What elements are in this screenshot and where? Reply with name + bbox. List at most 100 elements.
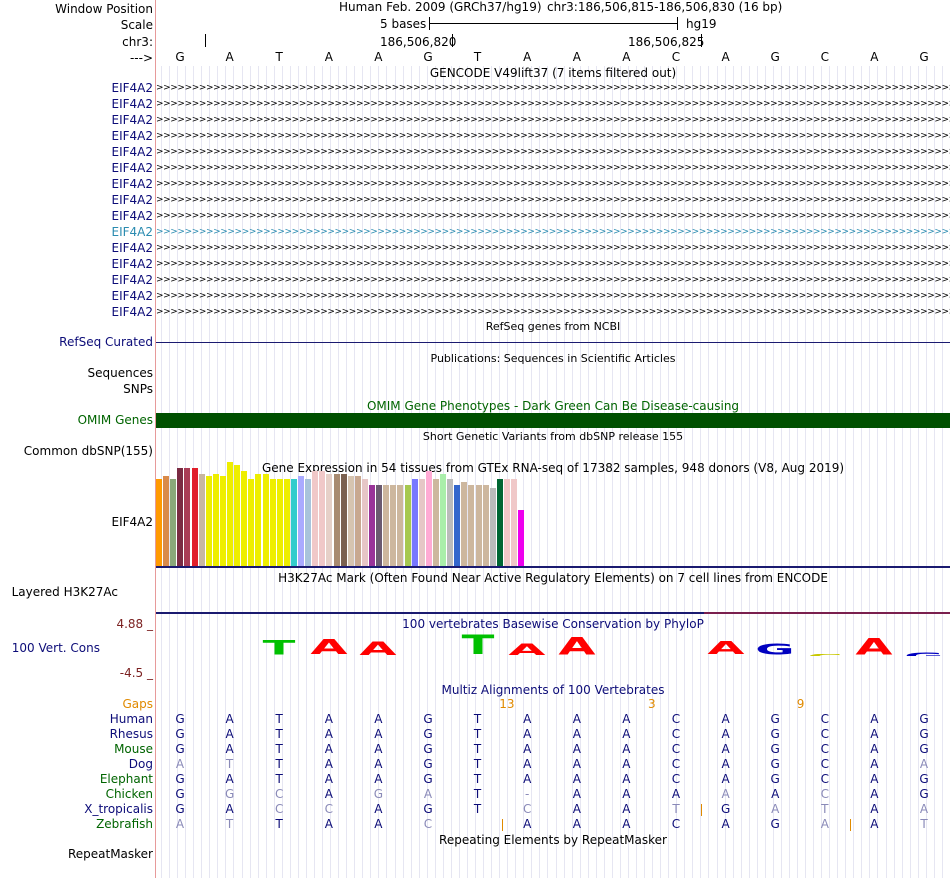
gtex-bar[interactable] [354,476,361,566]
omim-track-title[interactable]: OMIM Gene Phenotypes - Dark Green Can Be… [366,399,740,413]
transcript-row[interactable]: >>>>>>>>>>>>>>>>>>>>>>>>>>>>>>>>>>>>>>>>… [156,291,950,301]
species-label[interactable]: Elephant [99,772,153,786]
gtex-bar[interactable] [326,474,333,566]
gtex-bar[interactable] [305,479,312,566]
gene-row-label[interactable]: EIF4A2 [111,289,153,303]
gtex-bar[interactable] [269,479,276,566]
species-label[interactable]: Mouse [114,742,153,756]
species-label[interactable]: X_tropicalis [84,802,153,816]
gtex-bar[interactable] [432,479,439,566]
species-label[interactable]: Rhesus [109,727,153,741]
gtex-bar[interactable] [475,485,482,566]
gtex-bar[interactable] [425,471,432,566]
gtex-bar[interactable] [234,465,241,566]
gtex-bar[interactable] [219,476,226,566]
gene-row-label[interactable]: EIF4A2 [111,241,153,255]
gtex-bar[interactable] [333,474,340,566]
gtex-bar[interactable] [468,485,475,566]
gtex-bar[interactable] [369,485,375,566]
phylop-column[interactable]: A [850,638,898,656]
transcript-row[interactable]: >>>>>>>>>>>>>>>>>>>>>>>>>>>>>>>>>>>>>>>>… [156,259,950,269]
gene-row-label[interactable]: EIF4A2 [111,97,153,111]
gene-row-label[interactable]: EIF4A2 [111,161,153,175]
gtex-bar[interactable] [298,476,304,566]
h3k27ac-track-title[interactable]: H3K27Ac Mark (Often Found Near Active Re… [278,571,828,585]
transcript-row[interactable]: >>>>>>>>>>>>>>>>>>>>>>>>>>>>>>>>>>>>>>>>… [156,275,950,285]
gene-row-label[interactable]: EIF4A2 [111,145,153,159]
phylop-column[interactable]: G [900,648,948,656]
gtex-bar[interactable] [440,474,446,566]
transcript-row[interactable]: >>>>>>>>>>>>>>>>>>>>>>>>>>>>>>>>>>>>>>>>… [156,227,950,237]
gtex-bar[interactable] [156,479,162,566]
gtex-bar[interactable] [241,471,248,566]
gtex-bar[interactable] [340,474,347,566]
gtex-bar[interactable] [212,474,219,566]
gtex-bar[interactable] [262,474,269,566]
phylop-column[interactable]: G [404,656,452,660]
species-label[interactable]: Zebrafish [96,817,153,831]
gene-row-label[interactable]: EIF4A2 [111,81,153,95]
phylop-column[interactable]: A [702,641,750,656]
gtex-bar[interactable] [376,485,383,566]
gtex-bar[interactable] [482,485,489,566]
transcript-row[interactable]: >>>>>>>>>>>>>>>>>>>>>>>>>>>>>>>>>>>>>>>>… [156,99,950,109]
gtex-bar[interactable] [383,485,390,566]
phylop-column[interactable]: A [354,641,402,656]
phylop-column[interactable]: A [553,636,601,656]
phylop-column[interactable]: A [503,643,551,656]
gtex-gene-label[interactable]: EIF4A2 [111,515,153,529]
gene-row-label[interactable]: EIF4A2 [111,193,153,207]
refseq-track-label[interactable]: RefSeq Curated [59,335,153,349]
phylop-column[interactable]: G [156,654,204,656]
dbsnp-track-title[interactable]: Short Genetic Variants from dbSNP releas… [422,430,684,443]
gene-row-label[interactable]: EIF4A2 [111,273,153,287]
gtex-bar[interactable] [177,468,184,566]
species-label[interactable]: Chicken [105,787,153,801]
gtex-bar[interactable] [319,471,326,566]
gtex-track-title[interactable]: Gene Expression in 54 tissues from GTEx … [261,461,845,475]
snps-track-label[interactable]: SNPs [123,382,153,396]
gtex-bar[interactable] [361,479,368,566]
phylop-column[interactable]: C [801,650,849,656]
phylop-column[interactable]: A [206,654,254,656]
gtex-bar[interactable] [418,479,425,566]
repeatmasker-track-label[interactable]: RepeatMasker [67,847,153,861]
gtex-bar[interactable] [461,482,468,566]
gtex-bar[interactable] [447,479,454,566]
omim-track-label[interactable]: OMIM Genes [77,413,153,427]
gtex-bar[interactable] [283,479,290,566]
gtex-bar[interactable] [503,479,510,566]
gtex-bar[interactable] [170,479,177,566]
transcript-row[interactable]: >>>>>>>>>>>>>>>>>>>>>>>>>>>>>>>>>>>>>>>>… [156,147,950,157]
phylop-column[interactable]: C [652,651,700,656]
refseq-track-title[interactable]: RefSeq genes from NCBI [485,320,621,333]
gtex-bar[interactable] [184,468,191,566]
transcript-row[interactable]: >>>>>>>>>>>>>>>>>>>>>>>>>>>>>>>>>>>>>>>>… [156,115,950,125]
gtex-bar[interactable] [227,462,233,566]
transcript-row[interactable]: >>>>>>>>>>>>>>>>>>>>>>>>>>>>>>>>>>>>>>>>… [156,131,950,141]
gtex-bar[interactable] [518,510,525,566]
omim-feature-bar[interactable] [156,413,950,428]
publications-track-title[interactable]: Publications: Sequences in Scientific Ar… [430,352,676,365]
gtex-bar[interactable] [312,471,319,566]
transcript-row[interactable]: >>>>>>>>>>>>>>>>>>>>>>>>>>>>>>>>>>>>>>>>… [156,211,950,221]
phylop-track-label[interactable]: 100 Vert. Cons [11,641,100,655]
transcript-row[interactable]: >>>>>>>>>>>>>>>>>>>>>>>>>>>>>>>>>>>>>>>>… [156,243,950,253]
gtex-bar[interactable] [404,485,411,566]
gtex-bar[interactable] [511,479,517,566]
gene-row-label[interactable]: EIF4A2 [111,209,153,223]
gtex-bar[interactable] [191,468,198,566]
phylop-column[interactable]: A [305,639,353,656]
gene-row-label[interactable]: EIF4A2 [111,305,153,319]
gtex-bar[interactable] [276,479,283,566]
gtex-bar[interactable] [411,479,418,566]
gtex-bar[interactable] [290,479,297,566]
gtex-bar[interactable] [454,485,461,566]
gene-row-label[interactable]: EIF4A2 [111,225,153,239]
phylop-column[interactable]: G [751,643,799,656]
gtex-bar[interactable] [347,476,354,566]
phylop-column[interactable]: T [255,640,303,656]
species-label[interactable]: Dog [128,757,153,771]
gtex-bar[interactable] [163,476,170,566]
multiz-track-title[interactable]: Multiz Alignments of 100 Vertebrates [441,683,665,697]
